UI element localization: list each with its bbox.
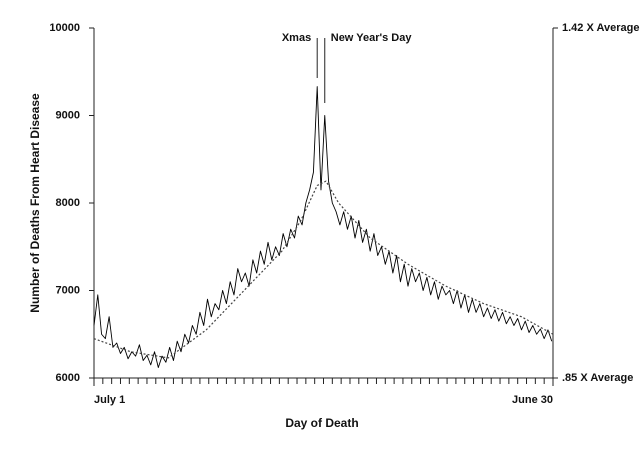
y2-tick-label: 1.42 X Average [562,22,639,34]
y-tick-label: 10000 [49,22,80,34]
y-tick-label: 9000 [56,109,80,121]
y-tick-label: 6000 [56,372,80,384]
y2-tick-label: .85 X Average [562,372,633,384]
y-tick-label: 8000 [56,197,80,209]
x-tick-label: July 1 [94,394,125,406]
x-axis-label: Day of Death [285,416,358,430]
data-line [93,180,554,359]
annotation-text: Xmas [282,32,311,44]
data-line [93,86,553,368]
y-axis-label: Number of Deaths From Heart Disease [28,93,42,313]
annotation-text: New Year's Day [331,32,413,44]
x-tick-label: June 30 [512,394,553,406]
y-tick-label: 7000 [56,284,80,296]
